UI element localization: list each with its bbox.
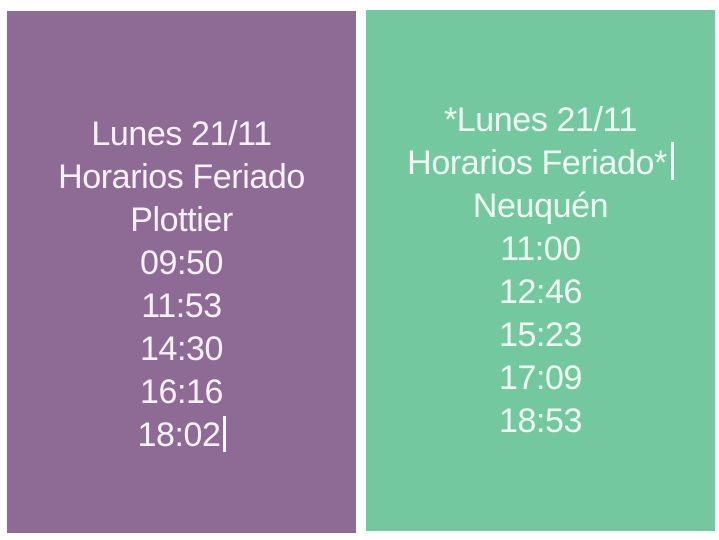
time-entry: 11:00 [500,229,581,268]
schedule-text-neuquen: *Lunes 21/11 Horarios Feriado* Neuquén 1… [366,99,715,443]
schedule-title-line: Horarios Feriado* [407,143,667,182]
schedule-text-plottier: Lunes 21/11 Horarios Feriado Plottier 09… [7,113,356,457]
time-entry: 18:53 [498,401,583,440]
time-entry: 15:23 [498,315,583,354]
schedule-city-line: Plottier [130,201,233,239]
schedule-city-line: Neuquén [472,186,609,225]
text-cursor [670,142,674,181]
time-entry: 17:09 [498,358,583,397]
schedule-date-line: Lunes 21/11 [91,115,272,153]
time-entry-with-cursor: 18:02 [7,414,356,457]
time-entry: 14:30 [139,330,224,368]
schedule-panel-plottier: Lunes 21/11 Horarios Feriado Plottier 09… [7,11,356,533]
schedule-panel-neuquen: *Lunes 21/11 Horarios Feriado* Neuquén 1… [366,10,715,531]
time-entry: 11:53 [141,287,222,325]
time-entry: 18:02 [137,416,221,454]
time-entry: 16:16 [139,373,224,411]
schedule-title-line: Horarios Feriado [58,158,305,196]
schedule-date-line: *Lunes 21/11 [443,100,638,139]
schedule-title-line-with-cursor: Horarios Feriado* [366,142,715,185]
text-cursor [222,415,226,452]
time-entry: 12:46 [498,272,583,311]
time-entry: 09:50 [139,244,224,282]
